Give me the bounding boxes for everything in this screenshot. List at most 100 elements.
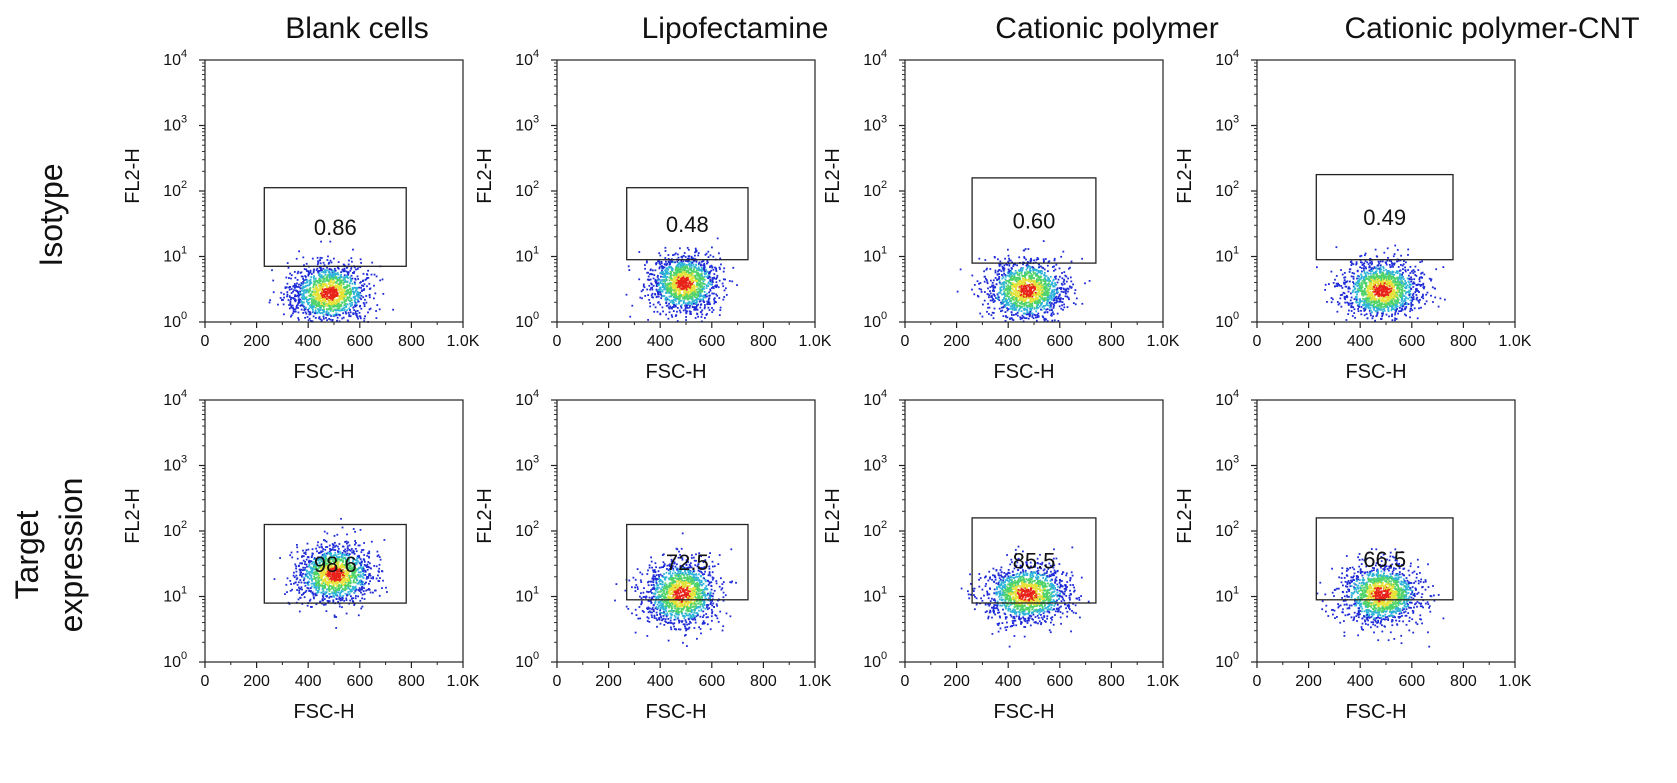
event-point [328, 298, 330, 301]
event-point [650, 287, 652, 289]
event-point [695, 250, 698, 253]
event-point [357, 291, 360, 294]
event-point [1367, 285, 1370, 288]
event-point [1050, 283, 1053, 285]
event-point [672, 296, 675, 299]
event-point [978, 257, 981, 260]
event-point [663, 288, 666, 291]
event-point [1024, 294, 1026, 297]
event-point [665, 291, 667, 294]
event-point [699, 304, 702, 306]
event-point [1025, 297, 1028, 300]
event-point [322, 305, 325, 308]
event-point [698, 293, 700, 295]
event-point [695, 279, 697, 281]
event-point [1393, 286, 1395, 289]
event-point [1014, 291, 1017, 294]
event-point [684, 306, 687, 309]
event-point [342, 292, 345, 295]
event-point [1054, 283, 1057, 286]
event-point [1006, 292, 1009, 295]
event-point [694, 279, 696, 282]
event-point [353, 309, 356, 311]
event-point [659, 263, 662, 266]
event-point [670, 287, 673, 290]
event-point [1033, 279, 1036, 282]
event-point [678, 298, 681, 301]
event-point [318, 259, 321, 262]
event-point [300, 293, 303, 296]
y-tick-label: 10 [163, 52, 181, 69]
event-point [357, 294, 360, 297]
event-point [348, 296, 351, 299]
event-point [1005, 297, 1007, 300]
event-point [1370, 270, 1372, 273]
event-point [712, 286, 714, 288]
event-point [1033, 259, 1035, 262]
event-point [346, 284, 349, 286]
event-point [1032, 298, 1035, 301]
event-point [1034, 282, 1037, 284]
event-point [682, 277, 685, 280]
event-point [1003, 293, 1005, 296]
event-point [1379, 267, 1381, 270]
event-cloud [956, 240, 1091, 323]
event-point [1027, 293, 1029, 296]
event-point [326, 286, 328, 289]
event-point [652, 269, 654, 272]
event-point [677, 296, 679, 299]
event-point [985, 279, 988, 281]
event-point [1387, 257, 1389, 259]
event-point [680, 279, 682, 282]
event-point [1353, 308, 1356, 311]
event-point [359, 294, 361, 297]
event-point [314, 310, 317, 313]
event-point [1044, 292, 1047, 294]
row-title-expression: expression [53, 478, 89, 633]
event-point [1033, 307, 1036, 310]
event-point [1015, 283, 1017, 285]
event-point [355, 294, 358, 297]
event-point [288, 296, 291, 298]
event-point [959, 268, 962, 271]
event-point [350, 279, 353, 281]
event-point [673, 306, 675, 308]
event-point [1020, 297, 1022, 300]
event-point [322, 284, 325, 287]
event-point [308, 294, 311, 297]
event-point [330, 274, 333, 277]
event-point [988, 313, 990, 315]
event-point [1030, 304, 1032, 307]
event-point [336, 277, 339, 279]
event-point [693, 268, 695, 270]
event-point [998, 280, 1001, 283]
event-point [1010, 269, 1012, 272]
event-point [1036, 301, 1038, 304]
event-point [673, 273, 676, 276]
event-point [709, 266, 711, 269]
event-point [690, 283, 692, 286]
event-point [627, 265, 630, 268]
event-point [694, 285, 696, 288]
event-point [1024, 287, 1027, 290]
event-point [1052, 278, 1055, 281]
event-point [697, 287, 700, 290]
event-point [699, 311, 702, 314]
x-axis-ticks: 0 200 400 600 800 1.0K [901, 322, 1180, 350]
event-point [1043, 297, 1045, 300]
event-point [1394, 299, 1396, 302]
event-point [674, 292, 677, 294]
event-point [1050, 298, 1053, 301]
event-point [1048, 280, 1050, 283]
gate-rectangle [263, 187, 407, 267]
event-point [704, 317, 706, 319]
event-point [1021, 274, 1023, 277]
event-point [347, 277, 349, 280]
event-point [1390, 295, 1393, 297]
event-point [687, 293, 690, 296]
event-point [675, 289, 678, 292]
event-point [683, 293, 686, 296]
event-point [319, 296, 322, 299]
event-point [1021, 290, 1024, 293]
event-point [301, 289, 303, 292]
